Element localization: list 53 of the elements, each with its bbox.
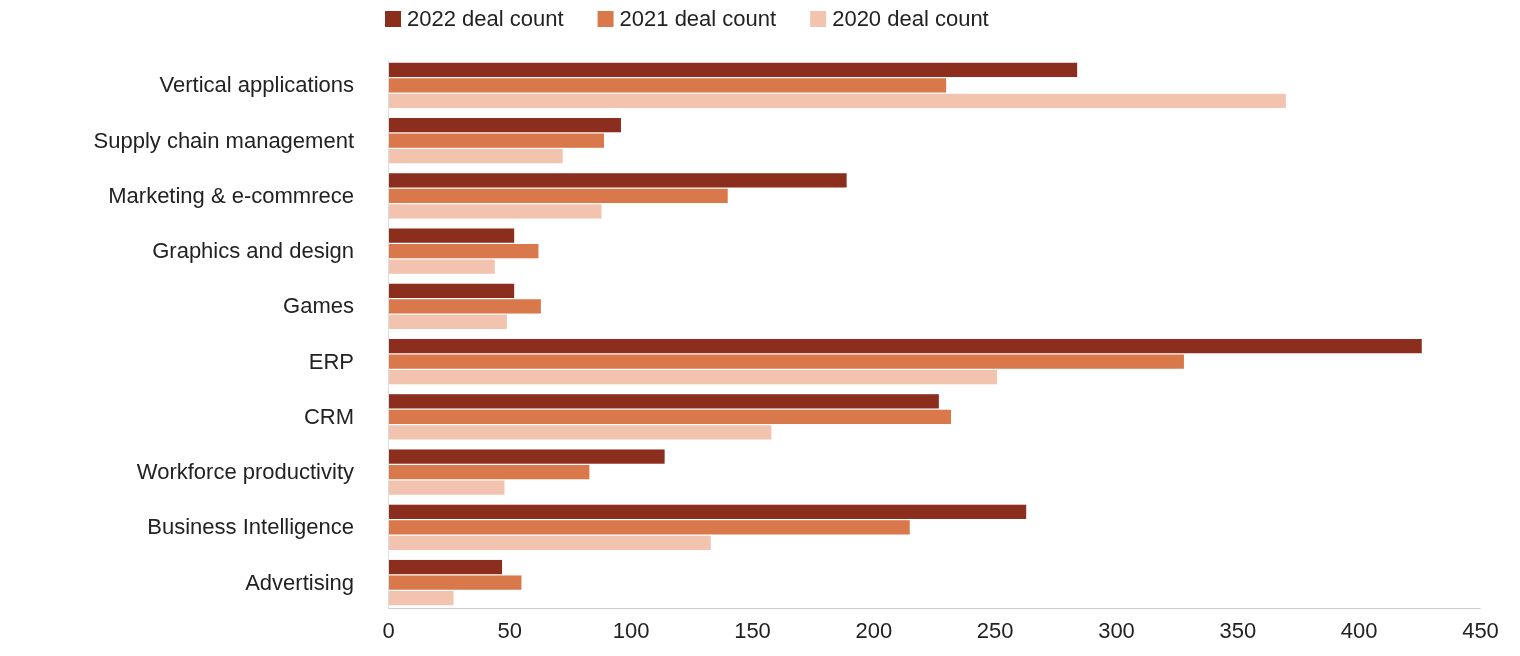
- y-tick-label: Vertical applications: [159, 72, 354, 98]
- bar: [388, 283, 515, 298]
- y-tick-label: Business Intelligence: [147, 514, 354, 540]
- y-tick-label: Graphics and design: [152, 238, 354, 264]
- bar: [388, 370, 998, 385]
- bar: [388, 93, 1286, 109]
- bar: [388, 464, 590, 480]
- bar: [388, 62, 1078, 78]
- bar: [388, 480, 505, 495]
- bar: [388, 299, 541, 314]
- x-tick-label: 450: [1462, 617, 1499, 643]
- y-tick-label: Games: [283, 293, 354, 319]
- bar: [388, 449, 665, 464]
- legend-label: 2021 deal count: [619, 5, 777, 31]
- bar: [388, 173, 847, 188]
- bar: [388, 228, 515, 243]
- bar: [388, 133, 604, 148]
- bar: [388, 520, 910, 535]
- x-tick-label: 0: [382, 617, 395, 643]
- x-tick-label: 400: [1340, 617, 1378, 643]
- x-tick-label: 50: [497, 617, 523, 643]
- x-tick-label: 300: [1098, 617, 1135, 643]
- bar: [388, 259, 495, 274]
- bar: [388, 409, 951, 424]
- y-tick-label: Supply chain management: [93, 127, 354, 153]
- bar: [388, 244, 539, 259]
- x-tick-label: 100: [612, 617, 650, 643]
- bar: [388, 354, 1184, 369]
- y-tick-label: CRM: [303, 403, 354, 429]
- bar: [388, 535, 711, 550]
- y-tick-label: Advertising: [245, 569, 354, 595]
- y-tick-label: Workforce productivity: [136, 459, 354, 485]
- x-tick-label: 150: [734, 617, 771, 643]
- bar: [388, 338, 1422, 354]
- bar: [388, 575, 522, 590]
- bar: [388, 425, 772, 440]
- y-tick-label: Marketing & e-commrece: [108, 182, 354, 208]
- bar: [388, 204, 602, 219]
- bar: [388, 590, 454, 606]
- bar: [388, 314, 507, 330]
- y-tick-label: ERP: [308, 348, 354, 374]
- bar: [388, 118, 621, 133]
- x-tick-label: 250: [976, 617, 1014, 643]
- bar: [388, 394, 939, 409]
- bar: [388, 559, 503, 575]
- legend-label: 2020 deal count: [832, 5, 989, 31]
- bar: [388, 504, 1027, 519]
- bar: [388, 78, 947, 93]
- bar: [388, 188, 728, 204]
- x-tick-label: 350: [1219, 617, 1257, 643]
- legend-label: 2022 deal count: [407, 5, 564, 31]
- x-tick-label: 200: [855, 617, 893, 643]
- bar: [388, 149, 563, 164]
